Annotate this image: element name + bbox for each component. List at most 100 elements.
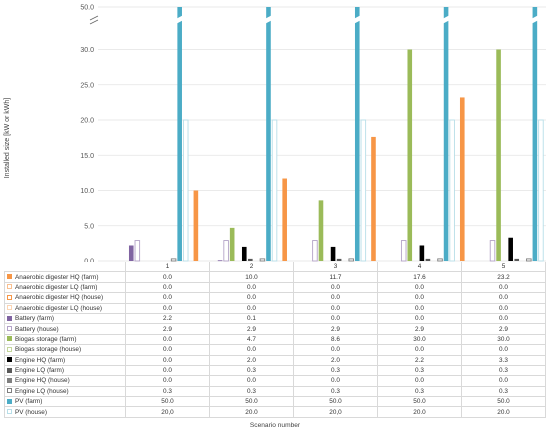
data-label: 2.9 <box>125 323 210 335</box>
data-label: 0.0 <box>125 344 210 356</box>
bar-pv-farm-1 <box>177 7 182 261</box>
legend-label: Battery (house) <box>15 325 59 333</box>
legend-label: Biogas storage (house) <box>15 346 82 354</box>
data-label: 0.1 <box>209 312 294 325</box>
data-label: 30.0 <box>377 333 462 346</box>
bar-break-mark <box>264 15 273 24</box>
bar-battery-farm-2 <box>217 260 223 262</box>
table-row: Engine HQ (house) 0.0 0.0 0.0 0.0 0.0 <box>4 375 546 387</box>
bar-pv-house-2 <box>271 119 278 262</box>
legend-entry: Engine HQ (farm) <box>4 354 126 366</box>
bar-biogas-storage-farm-3 <box>318 200 324 261</box>
legend-label: Anaerobic digester HQ (house) <box>15 294 104 302</box>
bar-anaerobic-digester-hq-farm-4 <box>371 136 376 261</box>
legend-swatch <box>7 274 12 280</box>
bar-engine-hq-farm-2 <box>241 246 247 261</box>
data-label: 2.9 <box>293 323 378 335</box>
data-label: 0.0 <box>209 302 294 314</box>
data-label: 0.3 <box>293 364 378 377</box>
bar-break-mark <box>442 15 450 24</box>
data-label: 11.7 <box>293 271 378 283</box>
data-label: 0.3 <box>377 385 462 398</box>
table-row: Biogas storage (house) 0.0 0.0 0.0 0.0 0.0 <box>4 344 546 356</box>
data-label: 0.0 <box>461 344 546 356</box>
bar-pv-house-4 <box>449 119 455 262</box>
y-tick-label: 30.0 <box>80 47 94 54</box>
bar-engine-lq-farm-2 <box>248 258 253 261</box>
bar-engine-lq-house-5 <box>526 258 532 262</box>
data-label: 0.0 <box>377 292 462 304</box>
data-label: 17.6 <box>377 271 462 283</box>
data-label: 0.0 <box>125 292 210 304</box>
data-label: 0.0 <box>293 302 378 314</box>
data-label: 2.0 <box>209 354 294 366</box>
legend-swatch <box>7 326 12 332</box>
bar-break-mark <box>175 15 184 24</box>
table-row: PV (house) 20,0 20.0 20,0 20.0 20.0 <box>4 406 546 418</box>
legend-label: Anaerobic digester HQ (farm) <box>15 273 99 281</box>
data-label: 0.0 <box>293 312 378 325</box>
bar-anaerobic-digester-hq-farm-2 <box>193 190 199 261</box>
data-label: 0.0 <box>293 292 378 304</box>
bar-battery-farm-1 <box>128 245 134 261</box>
legend-entry: Battery (house) <box>4 323 126 335</box>
data-label: 0.3 <box>125 385 210 398</box>
bar-engine-lq-house-4 <box>437 258 443 262</box>
legend-label: Battery (farm) <box>15 315 55 323</box>
bar-anaerobic-digester-hq-farm-3 <box>282 178 287 261</box>
x-axis-title: Scenario number <box>249 422 301 429</box>
data-label: 0.0 <box>461 281 546 294</box>
table-row: Engine LQ (house) 0.3 0.3 0.3 0.3 0.3 <box>4 385 546 398</box>
data-label: 0.0 <box>377 302 462 314</box>
legend-label: Engine HQ (house) <box>15 377 70 385</box>
data-label: 20.0 <box>377 406 462 418</box>
data-label: 0.0 <box>209 281 294 294</box>
data-label: 0.0 <box>125 364 210 377</box>
data-label: 0.0 <box>377 375 462 387</box>
bar-engine-lq-farm-5 <box>514 258 520 261</box>
bar-engine-lq-farm-3 <box>336 258 342 261</box>
legend-label: Biogas storage (farm) <box>15 335 77 343</box>
data-label: 2.2 <box>125 312 210 325</box>
data-label: 0.0 <box>293 344 378 356</box>
table-row: Engine HQ (farm) 0.0 2.0 2.0 2.2 3.3 <box>4 354 546 366</box>
bar-pv-farm-4 <box>443 7 449 261</box>
y-tick-label: 15.0 <box>80 153 94 160</box>
data-label: 50.0 <box>125 396 210 408</box>
data-label: 0.0 <box>209 292 294 304</box>
table-row: PV (farm) 50.0 50.0 50.0 50.0 50.0 <box>4 396 546 408</box>
data-label: 50.0 <box>461 396 546 408</box>
data-label: 0.0 <box>125 333 210 346</box>
bar-pv-farm-5 <box>532 7 538 261</box>
y-axis-break-mark <box>89 15 99 25</box>
table-row: Battery (farm) 2.2 0.1 0.0 0.0 0.0 <box>4 312 546 325</box>
bar-pv-house-3 <box>360 119 367 262</box>
bar-engine-lq-house-3 <box>348 258 354 262</box>
legend-label: Engine LQ (house) <box>15 387 69 395</box>
legend-label: Anaerobic digester LQ (farm) <box>15 283 98 291</box>
bar-battery-house-3 <box>312 240 318 262</box>
data-label: 0.0 <box>461 312 546 325</box>
legend-swatch <box>7 357 12 363</box>
legend-entry: Anaerobic digester HQ (farm) <box>4 271 126 283</box>
bar-biogas-storage-farm-5 <box>496 49 501 261</box>
x-tick-label: 3 <box>293 262 378 273</box>
data-label: 0.0 <box>209 375 294 387</box>
data-label: 8.6 <box>293 333 378 346</box>
bar-engine-lq-farm-4 <box>425 258 431 261</box>
bar-engine-lq-house-1 <box>170 258 177 262</box>
data-label: 2.0 <box>293 354 378 366</box>
y-tick-label: 5.0 <box>84 223 94 230</box>
legend-swatch <box>7 409 12 415</box>
data-label: 0.0 <box>125 281 210 294</box>
chart-plot: 0.0 5.0 10.0 15.0 20.0 25.0 30.0 50.0 Installed… <box>4 5 546 262</box>
table-row: Anaerobic digester LQ (farm) 0.0 0.0 0.0 0.0… <box>4 281 546 294</box>
table-corner <box>5 262 126 272</box>
legend-entry: Anaerobic digester LQ (house) <box>4 302 126 314</box>
legend-label: Anaerobic digester LQ (house) <box>15 304 103 312</box>
bar-battery-house-5 <box>489 240 496 262</box>
data-label: 10.0 <box>209 271 294 283</box>
bar-pv-house-5 <box>538 119 544 262</box>
legend-label: PV (house) <box>15 408 47 416</box>
